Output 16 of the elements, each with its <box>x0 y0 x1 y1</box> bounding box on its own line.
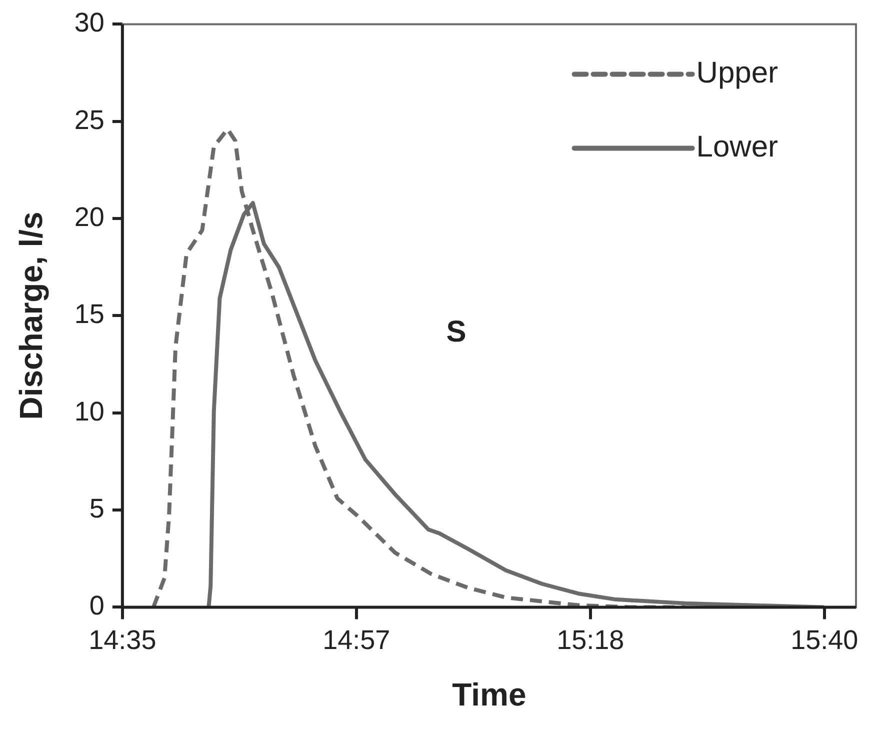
legend-label: Lower <box>696 130 778 164</box>
x-tick-label: 15:18 <box>556 624 624 655</box>
y-tick-label: 20 <box>74 202 104 232</box>
y-tick-label: 10 <box>74 396 104 426</box>
x-tick-label: 14:35 <box>88 624 156 655</box>
y-tick-label: 15 <box>74 299 104 330</box>
x-tick-label: 15:40 <box>790 624 858 655</box>
y-tick-label: 5 <box>89 493 104 524</box>
y-tick-label: 0 <box>89 590 104 621</box>
y-axis-title: Discharge, l/s <box>13 212 50 420</box>
x-tick-label: 14:57 <box>322 624 390 655</box>
legend-label: Upper <box>696 56 778 90</box>
x-axis-title: Time <box>452 676 526 713</box>
annotation: S <box>446 315 466 348</box>
y-tick-label: 25 <box>74 104 104 135</box>
y-tick-label: 30 <box>74 8 104 38</box>
